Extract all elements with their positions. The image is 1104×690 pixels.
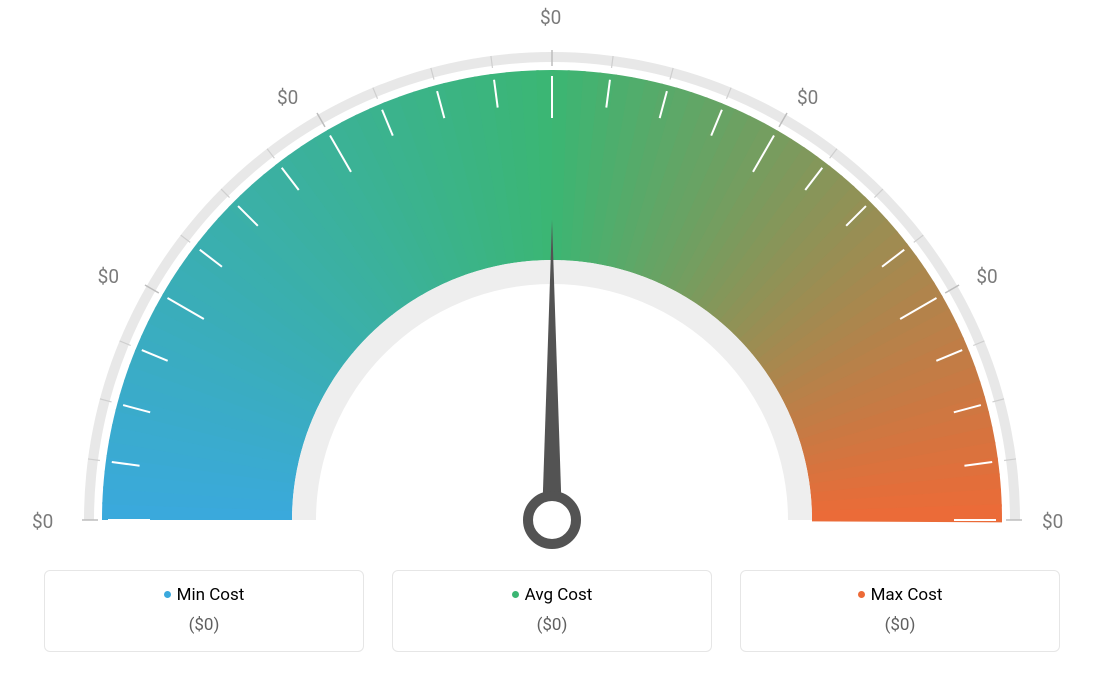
legend-title-avg: Avg Cost xyxy=(403,585,701,605)
legend-dot-icon xyxy=(164,591,171,598)
legend-value-max: ($0) xyxy=(751,615,1049,635)
gauge-tick-label: $0 xyxy=(98,265,119,288)
legend-card-min: Min Cost ($0) xyxy=(44,570,364,652)
gauge-tick-label: $0 xyxy=(976,265,997,288)
gauge-tick-label: $0 xyxy=(1042,510,1063,533)
legend-label: Min Cost xyxy=(177,585,245,605)
gauge-tick-label: $0 xyxy=(32,510,53,533)
gauge-area: $0 $0 $0 $0 $0 $0 $0 xyxy=(0,0,1104,560)
legend-card-avg: Avg Cost ($0) xyxy=(392,570,712,652)
legend-row: Min Cost ($0) Avg Cost ($0) Max Cost ($0… xyxy=(0,570,1104,652)
gauge-tick-label: $0 xyxy=(797,86,818,109)
legend-value-avg: ($0) xyxy=(403,615,701,635)
gauge-svg xyxy=(0,0,1104,560)
legend-card-max: Max Cost ($0) xyxy=(740,570,1060,652)
legend-title-max: Max Cost xyxy=(751,585,1049,605)
legend-dot-icon xyxy=(858,591,865,598)
legend-title-min: Min Cost xyxy=(55,585,353,605)
legend-label: Avg Cost xyxy=(525,585,593,605)
cost-gauge-chart: $0 $0 $0 $0 $0 $0 $0 Min Cost ($0) Avg Cost ($… xyxy=(0,0,1104,690)
legend-dot-icon xyxy=(512,591,519,598)
gauge-tick-label: $0 xyxy=(540,6,561,29)
legend-value-min: ($0) xyxy=(55,615,353,635)
legend-label: Max Cost xyxy=(871,585,943,605)
gauge-tick-label: $0 xyxy=(277,86,298,109)
